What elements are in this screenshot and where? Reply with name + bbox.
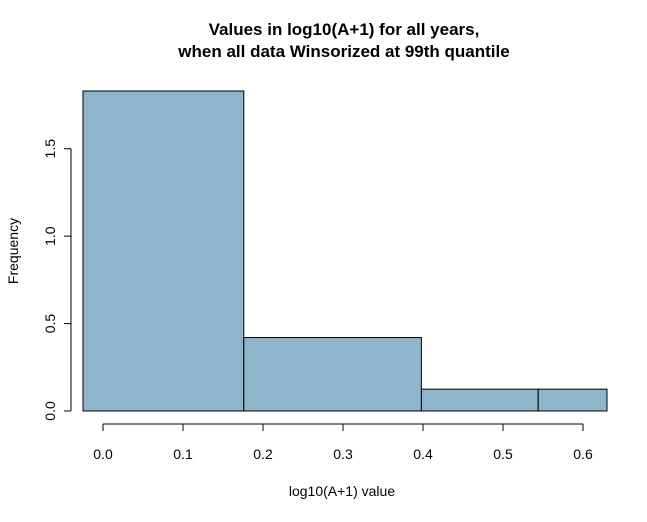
x-axis-label: log10(A+1) value bbox=[289, 483, 395, 499]
y-axis: 0.0 0.5 1.0 1.5 bbox=[42, 139, 72, 421]
histogram-bars bbox=[82, 90, 608, 412]
y-axis-label: Frequency bbox=[5, 218, 21, 284]
histogram-bar-2 bbox=[420, 388, 539, 412]
histogram-bar-3 bbox=[537, 388, 608, 412]
x-tick-label-6: 0.6 bbox=[573, 446, 593, 462]
y-tick-label-3: 1.5 bbox=[42, 139, 58, 159]
y-tick-label-2: 1.0 bbox=[42, 226, 58, 246]
y-tick-label-0: 0.0 bbox=[42, 401, 58, 421]
histogram-bar-0 bbox=[82, 90, 245, 412]
x-tick-label-5: 0.5 bbox=[493, 446, 513, 462]
chart-title-line-2: when all data Winsorized at 99th quantil… bbox=[177, 42, 509, 61]
histogram-bar-1 bbox=[243, 337, 422, 412]
x-axis: 0.0 0.1 0.2 0.3 0.4 0.5 0.6 bbox=[93, 423, 593, 462]
x-tick-label-1: 0.1 bbox=[173, 446, 193, 462]
x-tick-label-3: 0.3 bbox=[333, 446, 353, 462]
x-tick-label-4: 0.4 bbox=[413, 446, 433, 462]
x-tick-label-0: 0.0 bbox=[93, 446, 113, 462]
x-tick-label-2: 0.2 bbox=[253, 446, 273, 462]
y-tick-label-1: 0.5 bbox=[42, 314, 58, 334]
chart-title-line-1: Values in log10(A+1) for all years, bbox=[209, 20, 480, 39]
chart-title: Values in log10(A+1) for all years, when… bbox=[177, 20, 509, 61]
